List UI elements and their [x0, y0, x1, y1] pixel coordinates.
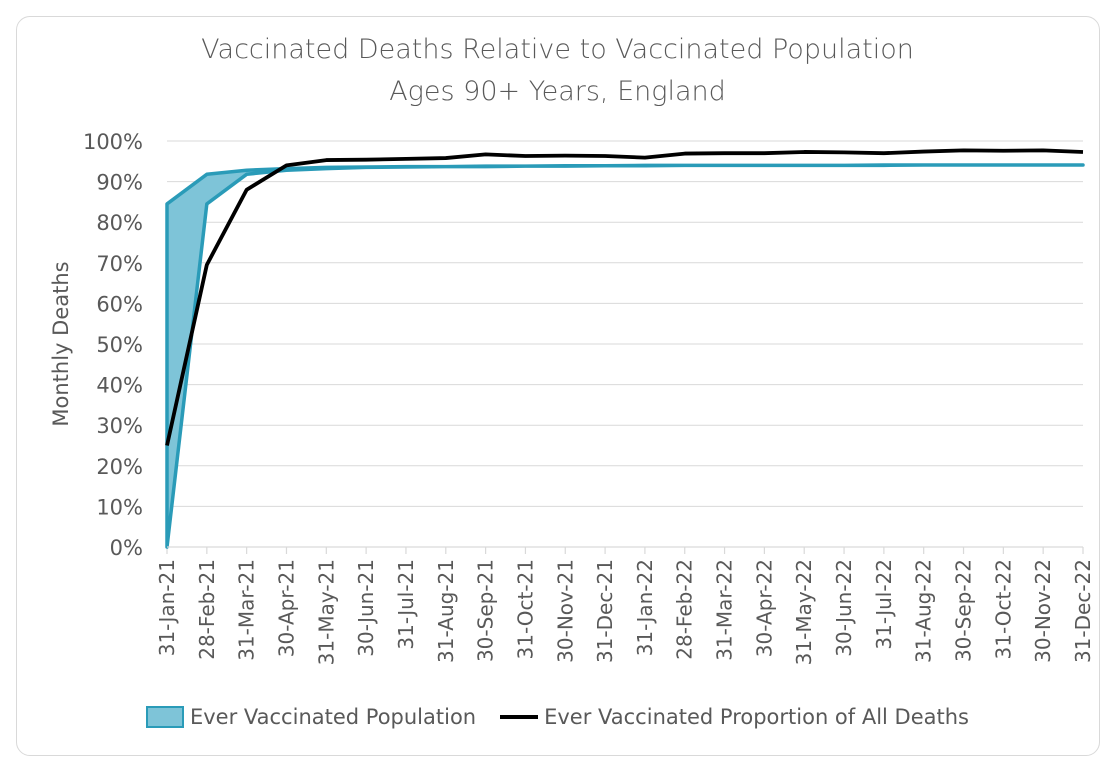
- y-axis-ticks: 0% 10% 20% 30% 40% 50% 60% 70% 80% 90% 100%: [83, 130, 143, 560]
- x-tick-label: 30-Nov-21: [553, 559, 577, 663]
- x-tick-label: 30-Apr-22: [752, 559, 776, 657]
- x-tick-label: 31-Mar-21: [235, 559, 259, 661]
- x-tick-label: 31-Aug-22: [912, 559, 936, 663]
- x-tick-label: 30-Jun-22: [832, 559, 856, 657]
- y-axis-label: Monthly Deaths: [49, 261, 73, 426]
- legend-swatch-line: [500, 715, 539, 719]
- x-tick-label: 31-May-21: [314, 559, 338, 665]
- y-tick-label: 30%: [96, 414, 143, 438]
- y-tick-label: 70%: [96, 252, 143, 276]
- chart-title: Vaccinated Deaths Relative to Vaccinated…: [201, 34, 914, 65]
- x-tick-label: 31-Oct-21: [513, 559, 537, 659]
- x-tick-label: 30-Jun-21: [354, 559, 378, 657]
- x-tick-label: 31-Jul-21: [394, 559, 418, 650]
- x-tick-label: 31-Oct-22: [991, 559, 1015, 659]
- y-tick-label: 80%: [96, 211, 143, 235]
- y-tick-label: 10%: [96, 495, 143, 519]
- x-tick-label: 31-Jan-22: [633, 559, 657, 656]
- x-tick-label: 31-May-22: [792, 559, 816, 665]
- gridlines: [167, 140, 1083, 507]
- x-tick-label: 31-Dec-21: [593, 559, 617, 663]
- x-tick-label: 31-Dec-22: [1071, 559, 1095, 663]
- chart-frame: [16, 16, 1100, 756]
- y-tick-label: 20%: [96, 455, 143, 479]
- x-tick-label: 31-Aug-21: [434, 559, 458, 663]
- vaccinated-deaths-line: [165, 148, 1084, 446]
- vaccinated-population-band: [165, 163, 1085, 549]
- legend-swatch-area: [145, 706, 184, 728]
- y-tick-label: 60%: [96, 292, 143, 316]
- x-axis-ticks: 31-Jan-21 28-Feb-21 31-Mar-21 30-Apr-21 31-M…: [155, 547, 1095, 665]
- x-tick-label: 31-Mar-22: [713, 559, 737, 661]
- x-tick-label: 31-Jul-22: [872, 559, 896, 650]
- legend: Ever Vaccinated Population Ever Vaccinat…: [0, 705, 1115, 729]
- x-tick-label: 30-Nov-22: [1031, 559, 1055, 663]
- x-tick-label: 30-Sep-22: [952, 559, 976, 662]
- x-tick-label: 30-Sep-21: [474, 559, 498, 662]
- x-tick-label: 28-Feb-22: [673, 559, 697, 660]
- x-tick-label: 30-Apr-21: [274, 559, 298, 657]
- x-tick-label: 28-Feb-21: [195, 559, 219, 660]
- x-tick-label: 31-Jan-21: [155, 559, 179, 656]
- legend-item-deaths: Ever Vaccinated Proportion of All Deaths: [500, 705, 969, 729]
- legend-label-population: Ever Vaccinated Population: [189, 705, 477, 729]
- y-tick-label: 40%: [96, 374, 143, 398]
- legend-label-deaths: Ever Vaccinated Proportion of All Deaths: [544, 705, 970, 729]
- legend-item-population: Ever Vaccinated Population: [145, 705, 477, 729]
- chart-subtitle: Ages 90+ Years, England: [389, 76, 726, 107]
- y-tick-label: 0%: [110, 536, 143, 560]
- y-tick-label: 100%: [83, 130, 143, 154]
- y-tick-label: 90%: [96, 171, 143, 195]
- y-tick-label: 50%: [96, 333, 143, 357]
